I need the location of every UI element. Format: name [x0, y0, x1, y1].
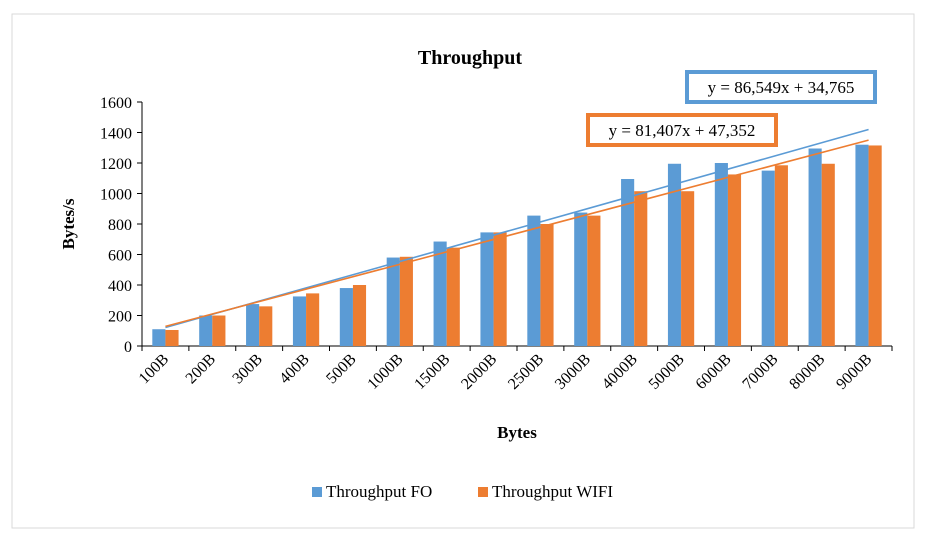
y-tick-label: 1200 — [100, 156, 132, 173]
bar-throughput-wifi — [493, 232, 507, 346]
trendlines: y = 86,549x + 34,765 y = 81,407x + 47,352 — [165, 70, 877, 329]
bar-throughput-fo — [152, 329, 166, 346]
y-tick-label: 400 — [108, 278, 132, 295]
bar-throughput-wifi — [259, 306, 273, 346]
y-axis-label: Bytes/s — [59, 198, 78, 249]
bar-throughput-wifi — [306, 293, 320, 346]
bar-throughput-fo — [667, 163, 682, 346]
x-axis-label: Bytes — [497, 423, 537, 442]
trendline-fo-equation: y = 86,549x + 34,765 — [708, 78, 855, 97]
bars — [152, 144, 882, 346]
bar-throughput-wifi — [399, 256, 413, 346]
bar-throughput-fo — [808, 148, 822, 346]
y-axis-ticks: 0 200 400 600 800 1000 1200 1400 1600 — [100, 95, 143, 356]
y-tick-label: 1600 — [100, 95, 132, 112]
chart-title: Throughput — [418, 47, 522, 69]
bar-throughput-wifi — [352, 285, 367, 346]
bar-throughput-wifi — [587, 215, 601, 346]
legend-label-wifi: Throughput WIFI — [492, 482, 613, 501]
bar-throughput-wifi — [634, 191, 648, 346]
bar-throughput-fo — [480, 232, 494, 346]
bar-throughput-fo — [246, 304, 260, 346]
y-tick-label: 0 — [124, 339, 132, 356]
bar-throughput-wifi — [540, 224, 554, 346]
bar-throughput-wifi — [681, 191, 695, 346]
bar-throughput-wifi — [821, 163, 835, 346]
legend-swatch-fo — [312, 487, 322, 497]
bar-throughput-fo — [386, 257, 400, 346]
bar-throughput-wifi — [446, 247, 460, 346]
trendline-wifi-label-box — [586, 113, 778, 147]
legend-swatch-wifi — [478, 487, 488, 497]
bar-throughput-fo — [574, 212, 588, 346]
bar-throughput-wifi — [727, 174, 742, 346]
bar-throughput-fo — [199, 315, 213, 346]
trendline-wifi-equation: y = 81,407x + 47,352 — [609, 121, 756, 140]
bar-throughput-fo — [855, 144, 869, 346]
bar-throughput-fo — [292, 296, 307, 346]
y-tick-label: 1000 — [100, 187, 132, 204]
bar-throughput-fo — [339, 288, 353, 346]
bar-throughput-wifi — [212, 315, 226, 346]
y-tick-label: 200 — [108, 309, 132, 326]
y-tick-label: 600 — [108, 248, 132, 265]
bar-throughput-fo — [761, 170, 775, 346]
y-tick-label: 1400 — [100, 126, 132, 143]
legend: Throughput FO Throughput WIFI — [312, 482, 613, 501]
trendline-wifi — [165, 139, 869, 328]
trendline-fo-label-box — [685, 70, 877, 104]
bar-throughput-fo — [714, 163, 728, 346]
legend-label-fo: Throughput FO — [326, 482, 432, 501]
bar-throughput-wifi — [774, 165, 788, 346]
bar-throughput-fo — [527, 215, 541, 346]
bar-throughput-fo — [433, 241, 447, 346]
bar-throughput-wifi — [165, 329, 179, 346]
bar-throughput-wifi — [868, 145, 882, 346]
bar-throughput-fo — [621, 179, 635, 346]
y-tick-label: 800 — [108, 217, 132, 234]
